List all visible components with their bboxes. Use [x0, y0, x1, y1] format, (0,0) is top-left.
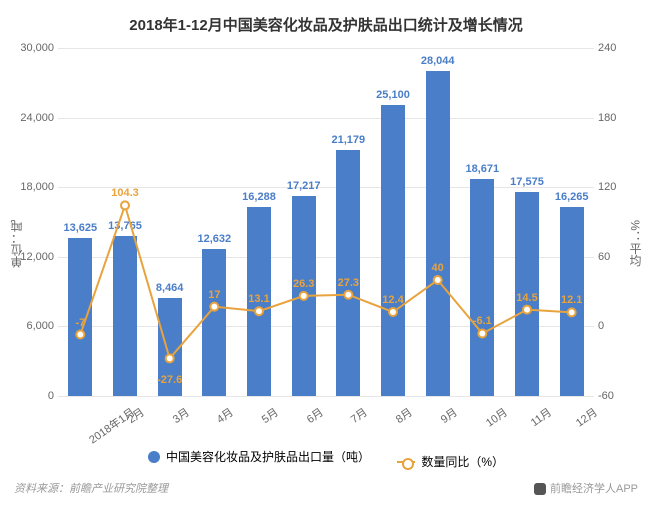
legend: 中国美容化妆品及护肤品出口量（吨） 数量同比（%）	[0, 448, 652, 470]
brand-icon	[534, 483, 546, 495]
x-tick-label: 5月	[258, 404, 281, 427]
legend-line: 数量同比（%）	[397, 453, 504, 470]
x-tick-label: 3月	[169, 404, 192, 427]
x-tick-label: 12月	[572, 404, 600, 430]
legend-line-label: 数量同比（%）	[421, 453, 504, 470]
chart-plot: 06,00012,00018,00024,00030,000-600601201…	[58, 48, 594, 396]
y2-tick-label: 0	[598, 320, 638, 332]
legend-bar-label: 中国美容化妆品及护肤品出口量（吨）	[166, 448, 370, 465]
y1-tick-label: 24,000	[10, 112, 54, 124]
line-series	[58, 48, 594, 396]
footer-brand: 前瞻经济学人APP	[534, 480, 638, 496]
footer-source: 资料来源：前瞻产业研究院整理	[14, 480, 168, 496]
x-tick-label: 11月	[527, 404, 555, 430]
y1-tick-label: 0	[10, 390, 54, 402]
x-tick-label: 10月	[483, 404, 511, 430]
y2-tick-label: 240	[598, 42, 638, 54]
y1-tick-label: 18,000	[10, 181, 54, 193]
legend-bar: 中国美容化妆品及护肤品出口量（吨）	[148, 448, 370, 465]
y1-tick-label: 6,000	[10, 320, 54, 332]
y2-tick-label: 180	[598, 112, 638, 124]
chart-title: 2018年1-12月中国美容化妆品及护肤品出口统计及增长情况	[0, 0, 652, 35]
y2-tick-label: -60	[598, 390, 638, 402]
x-tick-label: 8月	[392, 404, 415, 427]
y1-tick-label: 12,000	[10, 251, 54, 263]
y2-tick-label: 120	[598, 181, 638, 193]
footer-brand-text: 前瞻经济学人APP	[550, 483, 638, 495]
x-tick-label: 4月	[213, 404, 236, 427]
y1-tick-label: 30,000	[10, 42, 54, 54]
x-tick-label: 7月	[347, 404, 370, 427]
x-tick-label: 9月	[437, 404, 460, 427]
y2-tick-label: 60	[598, 251, 638, 263]
grid-line	[58, 396, 594, 397]
x-tick-label: 6月	[303, 404, 326, 427]
